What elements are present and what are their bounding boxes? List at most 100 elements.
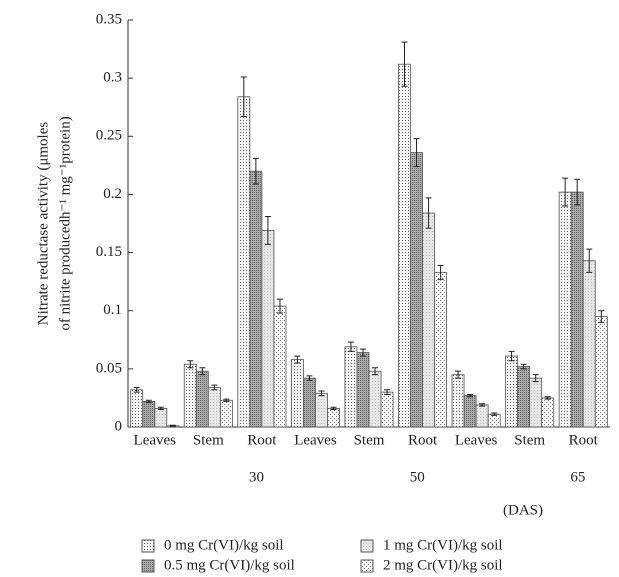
legend-swatch (360, 539, 374, 553)
bar (380, 391, 394, 428)
error-bar (318, 390, 325, 397)
x-tick-label: Stem (193, 432, 224, 448)
bar (529, 377, 543, 428)
error-bar (347, 341, 354, 352)
bar (570, 191, 584, 428)
group-label: 30 (249, 469, 264, 485)
y-tick-label: 0.2 (103, 186, 122, 202)
error-bar (401, 41, 408, 87)
bar (183, 363, 197, 428)
bar (219, 399, 233, 428)
bar (558, 191, 572, 428)
legend-swatch (141, 539, 155, 553)
legend-swatch (141, 559, 155, 573)
bar (434, 271, 448, 428)
bar (290, 359, 304, 428)
error-bar (199, 367, 206, 376)
bar (398, 63, 411, 428)
error-bar (145, 399, 152, 404)
error-bar (294, 355, 301, 364)
legend-swatch (360, 559, 374, 573)
error-bar (544, 396, 551, 400)
error-bar (240, 76, 247, 118)
y-tick-label: 0.35 (96, 11, 122, 27)
error-bar (574, 178, 581, 206)
y-tick-label: 0.15 (96, 244, 122, 260)
group-label: 65 (570, 469, 585, 485)
bar (195, 370, 209, 428)
error-bar (598, 310, 605, 323)
bar (261, 230, 275, 428)
error-bar (437, 264, 444, 280)
error-bar (187, 360, 194, 369)
error-bar (169, 424, 176, 427)
bar (368, 370, 382, 428)
error-bar (413, 138, 420, 168)
bar (315, 392, 328, 428)
bar (463, 395, 477, 428)
error-bar (425, 197, 432, 229)
x-axis-title: (DAS) (503, 502, 543, 518)
bar (249, 170, 263, 428)
error-bar (455, 370, 462, 379)
error-bar (586, 248, 593, 273)
error-bar (372, 367, 379, 376)
x-tick-label: Leaves (294, 432, 337, 448)
error-bar (157, 406, 164, 411)
bar (327, 407, 340, 428)
bar (422, 212, 436, 428)
x-tick-label: Leaves (455, 432, 498, 448)
group-label: 50 (410, 469, 425, 485)
bar (541, 397, 555, 428)
bar (582, 260, 596, 428)
error-bar (264, 216, 271, 245)
bar (207, 387, 221, 428)
x-tick-label: Root (569, 432, 599, 448)
bar (517, 366, 531, 428)
bar (344, 346, 358, 428)
y-tick-label: 0.3 (103, 70, 122, 86)
error-bar (252, 157, 259, 185)
error-bar (491, 412, 498, 416)
bar (356, 352, 370, 428)
error-bar (479, 403, 486, 407)
x-tick-label: Root (408, 432, 438, 448)
error-bar (359, 348, 366, 357)
bar (410, 152, 423, 428)
legend-label: 1 mg Cr(VI)/kg soil (383, 537, 503, 553)
error-bar (223, 398, 230, 402)
bar (273, 305, 287, 428)
bar (154, 407, 168, 428)
error-bar (133, 386, 140, 393)
legend-label: 2 mg Cr(VI)/kg soil (383, 557, 503, 573)
legend-label: 0 mg Cr(VI)/kg soil (164, 537, 284, 553)
bar (475, 404, 489, 428)
x-tick-label: Root (247, 432, 277, 448)
bar (594, 316, 608, 428)
bar (451, 374, 465, 428)
bar (142, 401, 156, 428)
error-bar (467, 393, 474, 398)
error-bar (211, 384, 218, 391)
y-tick-label: 0.25 (96, 128, 122, 144)
x-tick-label: Stem (514, 432, 545, 448)
x-tick-label: Stem (354, 432, 385, 448)
y-axis-title: of nitrite producedh⁻¹ mg⁻¹protein) (57, 116, 73, 330)
error-bar (276, 298, 283, 314)
bar (487, 413, 501, 428)
y-tick-label: 0.05 (96, 360, 122, 376)
y-axis-title: Nitrate reductase activity (μmoles (35, 122, 51, 326)
bar (237, 96, 251, 428)
error-bar (508, 350, 515, 362)
bar (505, 355, 519, 428)
error-bar (520, 363, 527, 370)
error-bar (384, 389, 391, 395)
error-bar (532, 374, 539, 383)
legend-label: 0.5 mg Cr(VI)/kg soil (164, 557, 295, 573)
bar (302, 377, 316, 428)
error-bar (330, 406, 337, 411)
error-bar (306, 375, 313, 381)
y-tick-label: 0 (115, 418, 123, 434)
error-bar (562, 177, 569, 207)
